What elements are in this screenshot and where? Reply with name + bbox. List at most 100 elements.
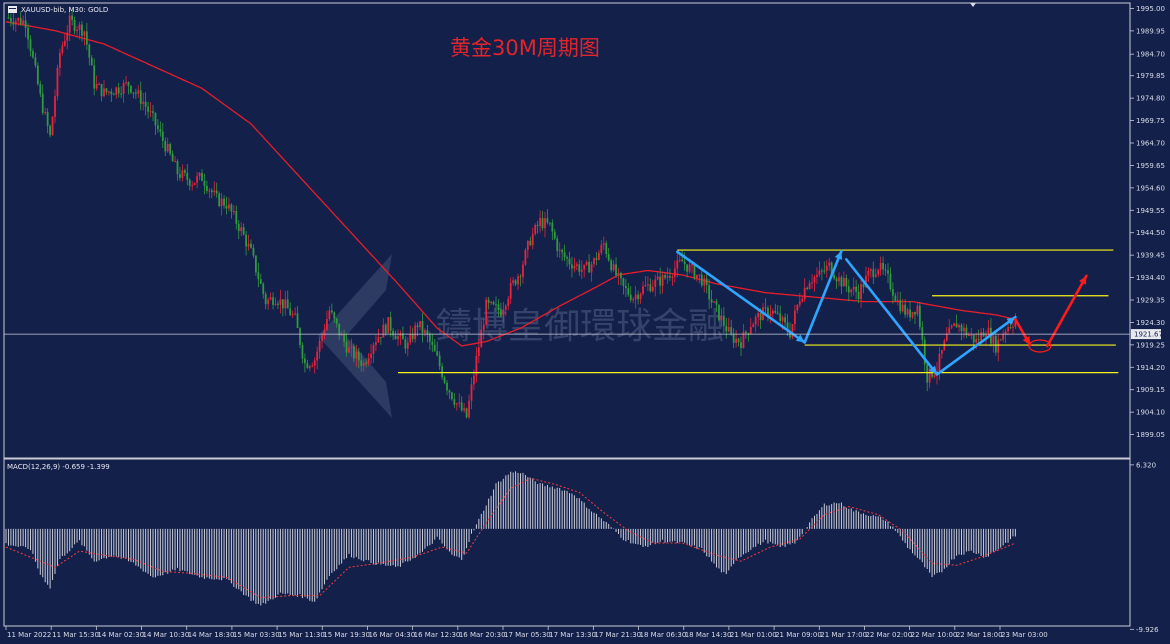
candle-body: [997, 339, 1000, 353]
candle-body: [313, 360, 316, 366]
candle-body: [784, 317, 786, 323]
candle-body: [830, 262, 833, 276]
candle-body: [360, 360, 363, 366]
macd-pane[interactable]: MACD(12,26,9) -0.659 -1.399: [3, 458, 1131, 627]
current-price-tag-text: 1921.67: [1134, 331, 1163, 339]
candle-body: [828, 262, 831, 266]
macd-pane-frame: [3, 458, 1131, 627]
candle-body: [105, 88, 108, 93]
time-tick-label: 17 Mar 13:30: [549, 631, 596, 639]
candle-body: [906, 309, 909, 315]
wave-arrow-4[interactable]: [935, 315, 1017, 376]
candle-body: [972, 334, 975, 343]
candle-body: [588, 261, 590, 273]
candle-body: [495, 304, 497, 306]
candle-body: [17, 18, 20, 21]
time-tick-label: 21 Mar 01:00: [730, 631, 777, 639]
candle-body: [563, 252, 566, 258]
candle-body: [710, 299, 713, 303]
wave-arrow-3[interactable]: [845, 258, 939, 376]
candle-body: [958, 324, 960, 328]
candle-body: [480, 329, 483, 348]
candle-body: [228, 204, 230, 209]
signal-line: [5, 477, 1016, 599]
wave-arrow-3-head: [928, 365, 937, 375]
price-axis[interactable]: 1995.00 1989.95 1984.70 1979.85 1974.80 1969.…: [1130, 5, 1165, 439]
wave-arrow-1-head: [795, 334, 805, 343]
candle-body: [379, 336, 382, 338]
candle-body: [590, 264, 593, 273]
candle-body: [808, 283, 811, 290]
candle-body: [664, 275, 666, 278]
candle-body: [727, 327, 730, 332]
time-tick-label: 15 Mar 19:30: [323, 631, 370, 639]
candle-body: [365, 362, 368, 364]
candle-body: [264, 293, 267, 305]
candle-body: [593, 258, 595, 265]
candle-body: [544, 218, 546, 229]
candle-body: [700, 274, 703, 286]
time-tick-label: 21 Mar 09:00: [775, 631, 822, 639]
candle-body: [517, 276, 519, 285]
candle-body: [965, 327, 968, 336]
candle-body: [872, 269, 875, 277]
candle-body: [803, 287, 806, 300]
candle-body: [137, 90, 140, 94]
candle-body: [362, 362, 365, 366]
candle-body: [899, 300, 902, 312]
candle-body: [600, 244, 603, 253]
wave-arrow-1[interactable]: [675, 250, 807, 344]
candle-body: [536, 224, 539, 226]
candle-body: [624, 285, 627, 289]
candle-body: [235, 211, 238, 224]
candle-body: [757, 312, 760, 317]
candle-body: [218, 193, 221, 207]
candle-body: [918, 305, 921, 328]
candle-body: [627, 288, 630, 295]
candle-body: [61, 45, 64, 53]
candle-body: [333, 312, 336, 319]
candle-body: [387, 317, 390, 334]
candle-body: [541, 218, 544, 229]
candle-body: [553, 231, 556, 239]
candle-body: [448, 390, 451, 393]
wave-arrow-2[interactable]: [803, 249, 843, 344]
candle-body: [404, 339, 407, 349]
candle-body: [397, 336, 399, 340]
candle-body: [51, 116, 54, 136]
candle-body: [188, 179, 191, 186]
candle-body: [291, 314, 294, 316]
candle-body: [350, 346, 353, 348]
candle-body: [620, 272, 622, 279]
candle-body: [852, 286, 855, 290]
candle-body: [502, 309, 505, 316]
candle-body: [524, 249, 527, 265]
support-resistance-lines[interactable]: [398, 249, 1119, 374]
price-tick-label: 1984.70: [1136, 51, 1165, 59]
candle-body: [566, 257, 568, 259]
candle-body: [605, 243, 608, 255]
candle-body: [666, 275, 669, 278]
candle-body: [389, 317, 392, 331]
wave-arrows[interactable]: [675, 249, 1017, 376]
candle-body: [296, 313, 299, 329]
candle-body: [353, 346, 355, 359]
candle-body: [198, 172, 201, 177]
macd-signal-line: [5, 477, 1016, 599]
price-tick-label: 1919.25: [1136, 341, 1165, 349]
time-tick-label: 18 Mar 14:30: [685, 631, 732, 639]
candle-body: [237, 223, 240, 232]
macd-tick-label: 6.320: [1136, 461, 1156, 469]
candle-body: [382, 324, 385, 338]
candle-body: [463, 408, 466, 411]
main-pane[interactable]: 鑄博皇御環球金融 黄金30M周期图 XAUUSD-bib, M30: GOLD: [3, 2, 1131, 459]
chart-shift-marker[interactable]: [970, 3, 976, 7]
candle-body: [578, 264, 581, 272]
candle-body: [433, 344, 436, 352]
candle-body: [504, 305, 507, 310]
wave-arrow-2-head: [834, 250, 843, 260]
candle-body: [29, 39, 32, 52]
candle-body: [259, 279, 262, 284]
